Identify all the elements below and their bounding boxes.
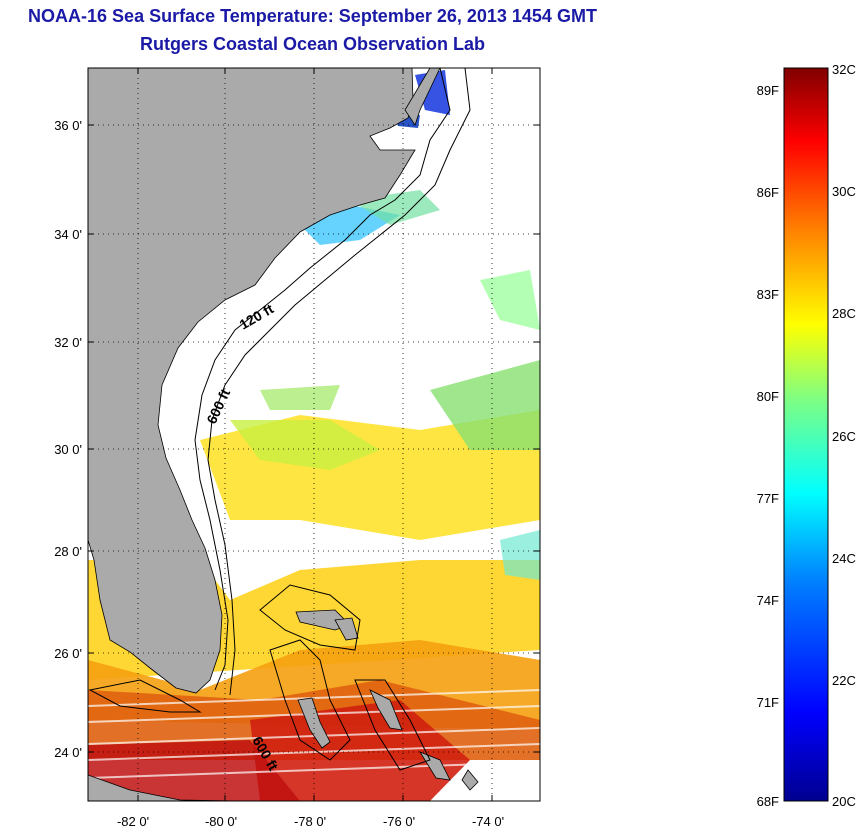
colorbar-c-label: 32C	[832, 62, 856, 77]
colorbar-f-label: 74F	[757, 593, 779, 608]
land-outer-banks	[404, 68, 441, 126]
lat-label: 28 0'	[54, 544, 82, 559]
colorbar-fahrenheit-labels: 89F 86F 83F 80F 77F 74F 71F 68F	[757, 83, 779, 809]
colorbar-f-label: 89F	[757, 83, 779, 98]
colorbar-f-label: 71F	[757, 695, 779, 710]
lat-label: 24 0'	[54, 745, 82, 760]
lat-label: 26 0'	[54, 646, 82, 661]
colorbar-f-label: 83F	[757, 287, 779, 302]
lon-label: -76 0'	[383, 814, 415, 829]
lat-label: 30 0'	[54, 442, 82, 457]
lat-label: 36 0'	[54, 118, 82, 133]
colorbar-f-label: 68F	[757, 794, 779, 809]
colorbar-c-label: 22C	[832, 673, 856, 688]
colorbar-f-label: 86F	[757, 185, 779, 200]
longitude-labels: -82 0' -80 0' -78 0' -76 0' -74 0'	[117, 814, 504, 829]
colorbar-celsius-labels: 32C 30C 28C 26C 24C 22C 20C	[832, 62, 856, 809]
lon-label: -82 0'	[117, 814, 149, 829]
colorbar-c-label: 30C	[832, 184, 856, 199]
map-title: NOAA-16 Sea Surface Temperature: Septemb…	[28, 6, 597, 26]
land-mainland	[88, 68, 416, 694]
map-subtitle: Rutgers Coastal Ocean Observation Lab	[139, 34, 486, 54]
colorbar-f-label: 77F	[757, 491, 779, 506]
colorbar-c-label: 24C	[832, 551, 856, 566]
lat-label: 34 0'	[54, 227, 82, 242]
colorbar-c-label: 26C	[832, 429, 856, 444]
colorbar-c-label: 20C	[832, 794, 856, 809]
lon-label: -78 0'	[294, 814, 326, 829]
bathymetry-contours	[88, 68, 471, 771]
lat-label: 32 0'	[54, 335, 82, 350]
graticule	[88, 68, 540, 801]
map-area: 120 ft 600 ft 600 ft	[88, 68, 540, 801]
colorbar	[783, 67, 829, 802]
lon-label: -74 0'	[472, 814, 504, 829]
colorbar-f-label: 80F	[757, 389, 779, 404]
colorbar-c-label: 28C	[832, 306, 856, 321]
latitude-labels: 36 0' 34 0' 32 0' 30 0' 28 0' 26 0' 24 0…	[54, 118, 82, 760]
lon-label: -80 0'	[205, 814, 237, 829]
map-ticks	[88, 68, 540, 801]
